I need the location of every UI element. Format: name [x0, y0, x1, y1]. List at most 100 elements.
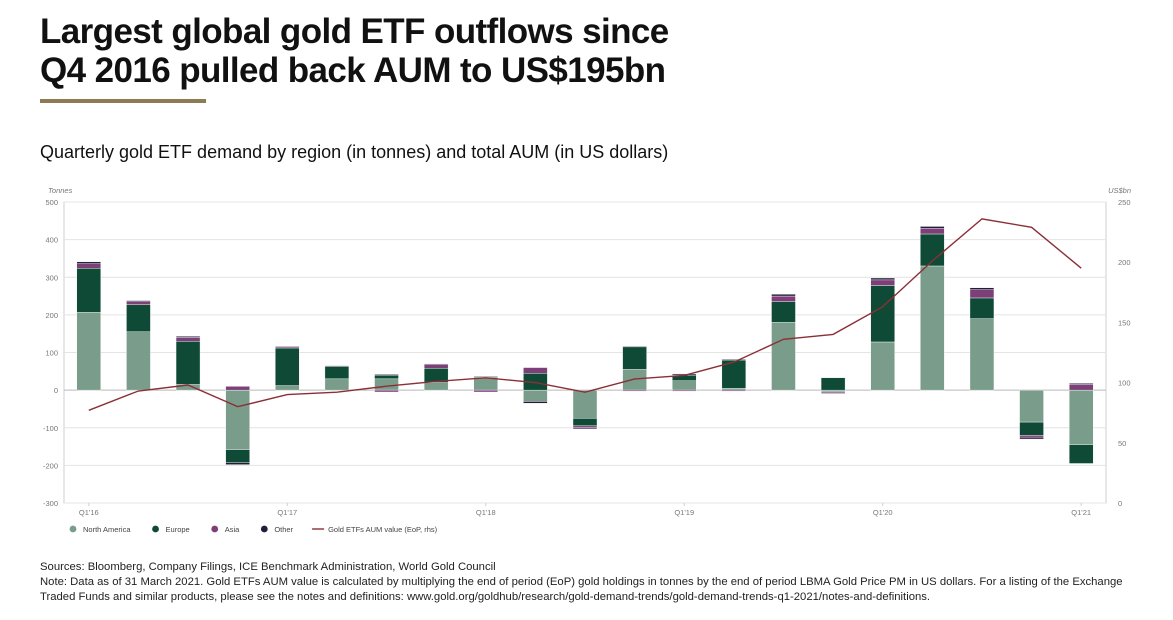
bar-segment-asia	[969, 289, 995, 299]
bar-segment-north-america	[920, 265, 945, 391]
bar-segment-asia	[1068, 384, 1094, 391]
bar-segment-north-america	[672, 380, 697, 391]
bar-segment-asia	[572, 425, 598, 428]
chart-subtitle: Quarterly gold ETF demand by region (in …	[40, 142, 669, 162]
y-tick-label: 100	[45, 349, 58, 358]
bar-segment-other	[771, 293, 796, 297]
etf-demand-chart: 5004003002001000-100-200-300250200150100…	[43, 186, 1131, 534]
bar-segment-other	[1019, 436, 1044, 440]
bar-segment-other	[374, 374, 399, 376]
bar-segment-other	[622, 345, 647, 348]
x-tick-label: Q1'20	[873, 508, 893, 517]
bar-segment-europe	[374, 374, 399, 380]
bar-segment-other	[275, 345, 300, 348]
y-axis-label: Tonnes	[48, 186, 73, 195]
bar-segment-asia	[76, 263, 102, 269]
bar-segment-europe	[622, 346, 647, 370]
y2-tick-label: 200	[1118, 258, 1131, 267]
bar-segment-europe	[969, 297, 995, 319]
bar-segment-europe	[1019, 421, 1044, 436]
y2-tick-label: 50	[1118, 439, 1126, 448]
bar-segment-other	[175, 336, 201, 338]
bar-segment-north-america	[969, 318, 995, 391]
title-underline	[40, 99, 206, 103]
bar-segment-other	[969, 287, 995, 290]
bar-segment-europe	[820, 377, 846, 391]
bar-segment-europe	[324, 366, 350, 380]
x-tick-label: Q1'16	[79, 508, 99, 517]
bar-segment-europe	[572, 418, 598, 427]
bar-segment-asia	[920, 228, 945, 235]
bar-segment-north-america	[820, 389, 846, 393]
legend-label: Europe	[166, 525, 190, 534]
bar-segment-north-america	[374, 378, 399, 391]
y2-tick-label: 250	[1118, 198, 1131, 207]
bar-segment-north-america	[225, 389, 250, 450]
bar-segment-other	[523, 401, 548, 404]
bar-segment-asia	[1019, 435, 1044, 438]
bar-segment-north-america	[423, 382, 449, 391]
footer: Sources: Bloomberg, Company Filings, ICE…	[40, 560, 1140, 605]
y-tick-label: 200	[45, 311, 58, 320]
bar-segment-asia	[423, 364, 449, 369]
legend-label: North America	[83, 525, 131, 534]
bar-segment-other	[76, 261, 102, 264]
bar-segment-asia	[473, 389, 498, 393]
aum-line	[88, 218, 1082, 411]
bar-segment-europe	[76, 268, 102, 313]
bar-segment-other	[126, 300, 151, 302]
bar-segment-north-america	[324, 378, 350, 391]
bar-segment-other	[820, 392, 846, 395]
bar-segment-europe	[1068, 444, 1094, 464]
bar-segment-other	[423, 363, 449, 365]
legend-label: Gold ETFs AUM value (EoP, rhs)	[328, 525, 438, 534]
legend-swatch-asia	[211, 525, 219, 533]
bar-segment-other	[324, 365, 350, 367]
bar-segment-north-america	[622, 369, 647, 391]
bar-segment-asia	[721, 389, 747, 392]
bar-segment-asia	[622, 389, 647, 392]
bar-segment-asia	[523, 367, 548, 374]
bar-segment-other	[473, 376, 498, 378]
bar-segment-asia	[374, 389, 399, 393]
footer-sources: Sources: Bloomberg, Company Filings, ICE…	[40, 561, 496, 573]
y2-axis-label: US$bn	[1108, 186, 1131, 195]
bar-segment-other	[920, 226, 945, 229]
bar-segment-other	[1068, 383, 1094, 385]
y-tick-label: 300	[45, 273, 58, 282]
bar-segment-asia	[126, 301, 151, 305]
bar-segment-north-america	[721, 388, 747, 391]
legend-swatch-europe	[152, 525, 159, 533]
y-tick-label: 400	[45, 236, 58, 245]
y2-tick-label: 100	[1118, 379, 1131, 388]
bar-segment-other	[225, 462, 250, 465]
bar-segment-north-america	[523, 389, 548, 402]
bar-segment-europe	[175, 341, 201, 385]
y-tick-label: 0	[54, 386, 58, 395]
bar-segment-europe	[870, 285, 895, 343]
legend-swatch-north-america	[69, 525, 77, 533]
bar-segment-north-america	[771, 322, 796, 391]
footer-note: Note: Data as of 31 March 2021. Gold ETF…	[40, 576, 1123, 603]
y2-tick-label: 150	[1118, 318, 1131, 327]
bar-segment-other	[721, 359, 747, 361]
bar-segment-asia	[771, 295, 796, 302]
bar-segment-north-america	[1019, 389, 1044, 423]
bar-segment-asia	[225, 386, 250, 391]
bar-segment-north-america	[76, 312, 102, 391]
bar-segment-north-america	[275, 385, 300, 391]
bar-segment-other	[870, 277, 895, 281]
y-tick-label: 500	[45, 198, 58, 207]
title-line-2: Q4 2016 pulled back AUM to US$195bn	[40, 51, 666, 90]
legend-swatch-other	[260, 525, 268, 533]
bar-segment-north-america	[870, 341, 895, 391]
bar-segment-asia	[175, 337, 201, 342]
y-tick-label: -100	[43, 424, 58, 433]
bar-segment-asia	[870, 279, 895, 286]
y-tick-label: -300	[43, 499, 58, 508]
bar-segment-asia	[672, 389, 697, 392]
legend-label: Asia	[225, 525, 240, 534]
bar-segment-north-america	[126, 331, 151, 391]
x-tick-label: Q1'18	[476, 508, 496, 517]
legend-label: Other	[274, 525, 293, 534]
